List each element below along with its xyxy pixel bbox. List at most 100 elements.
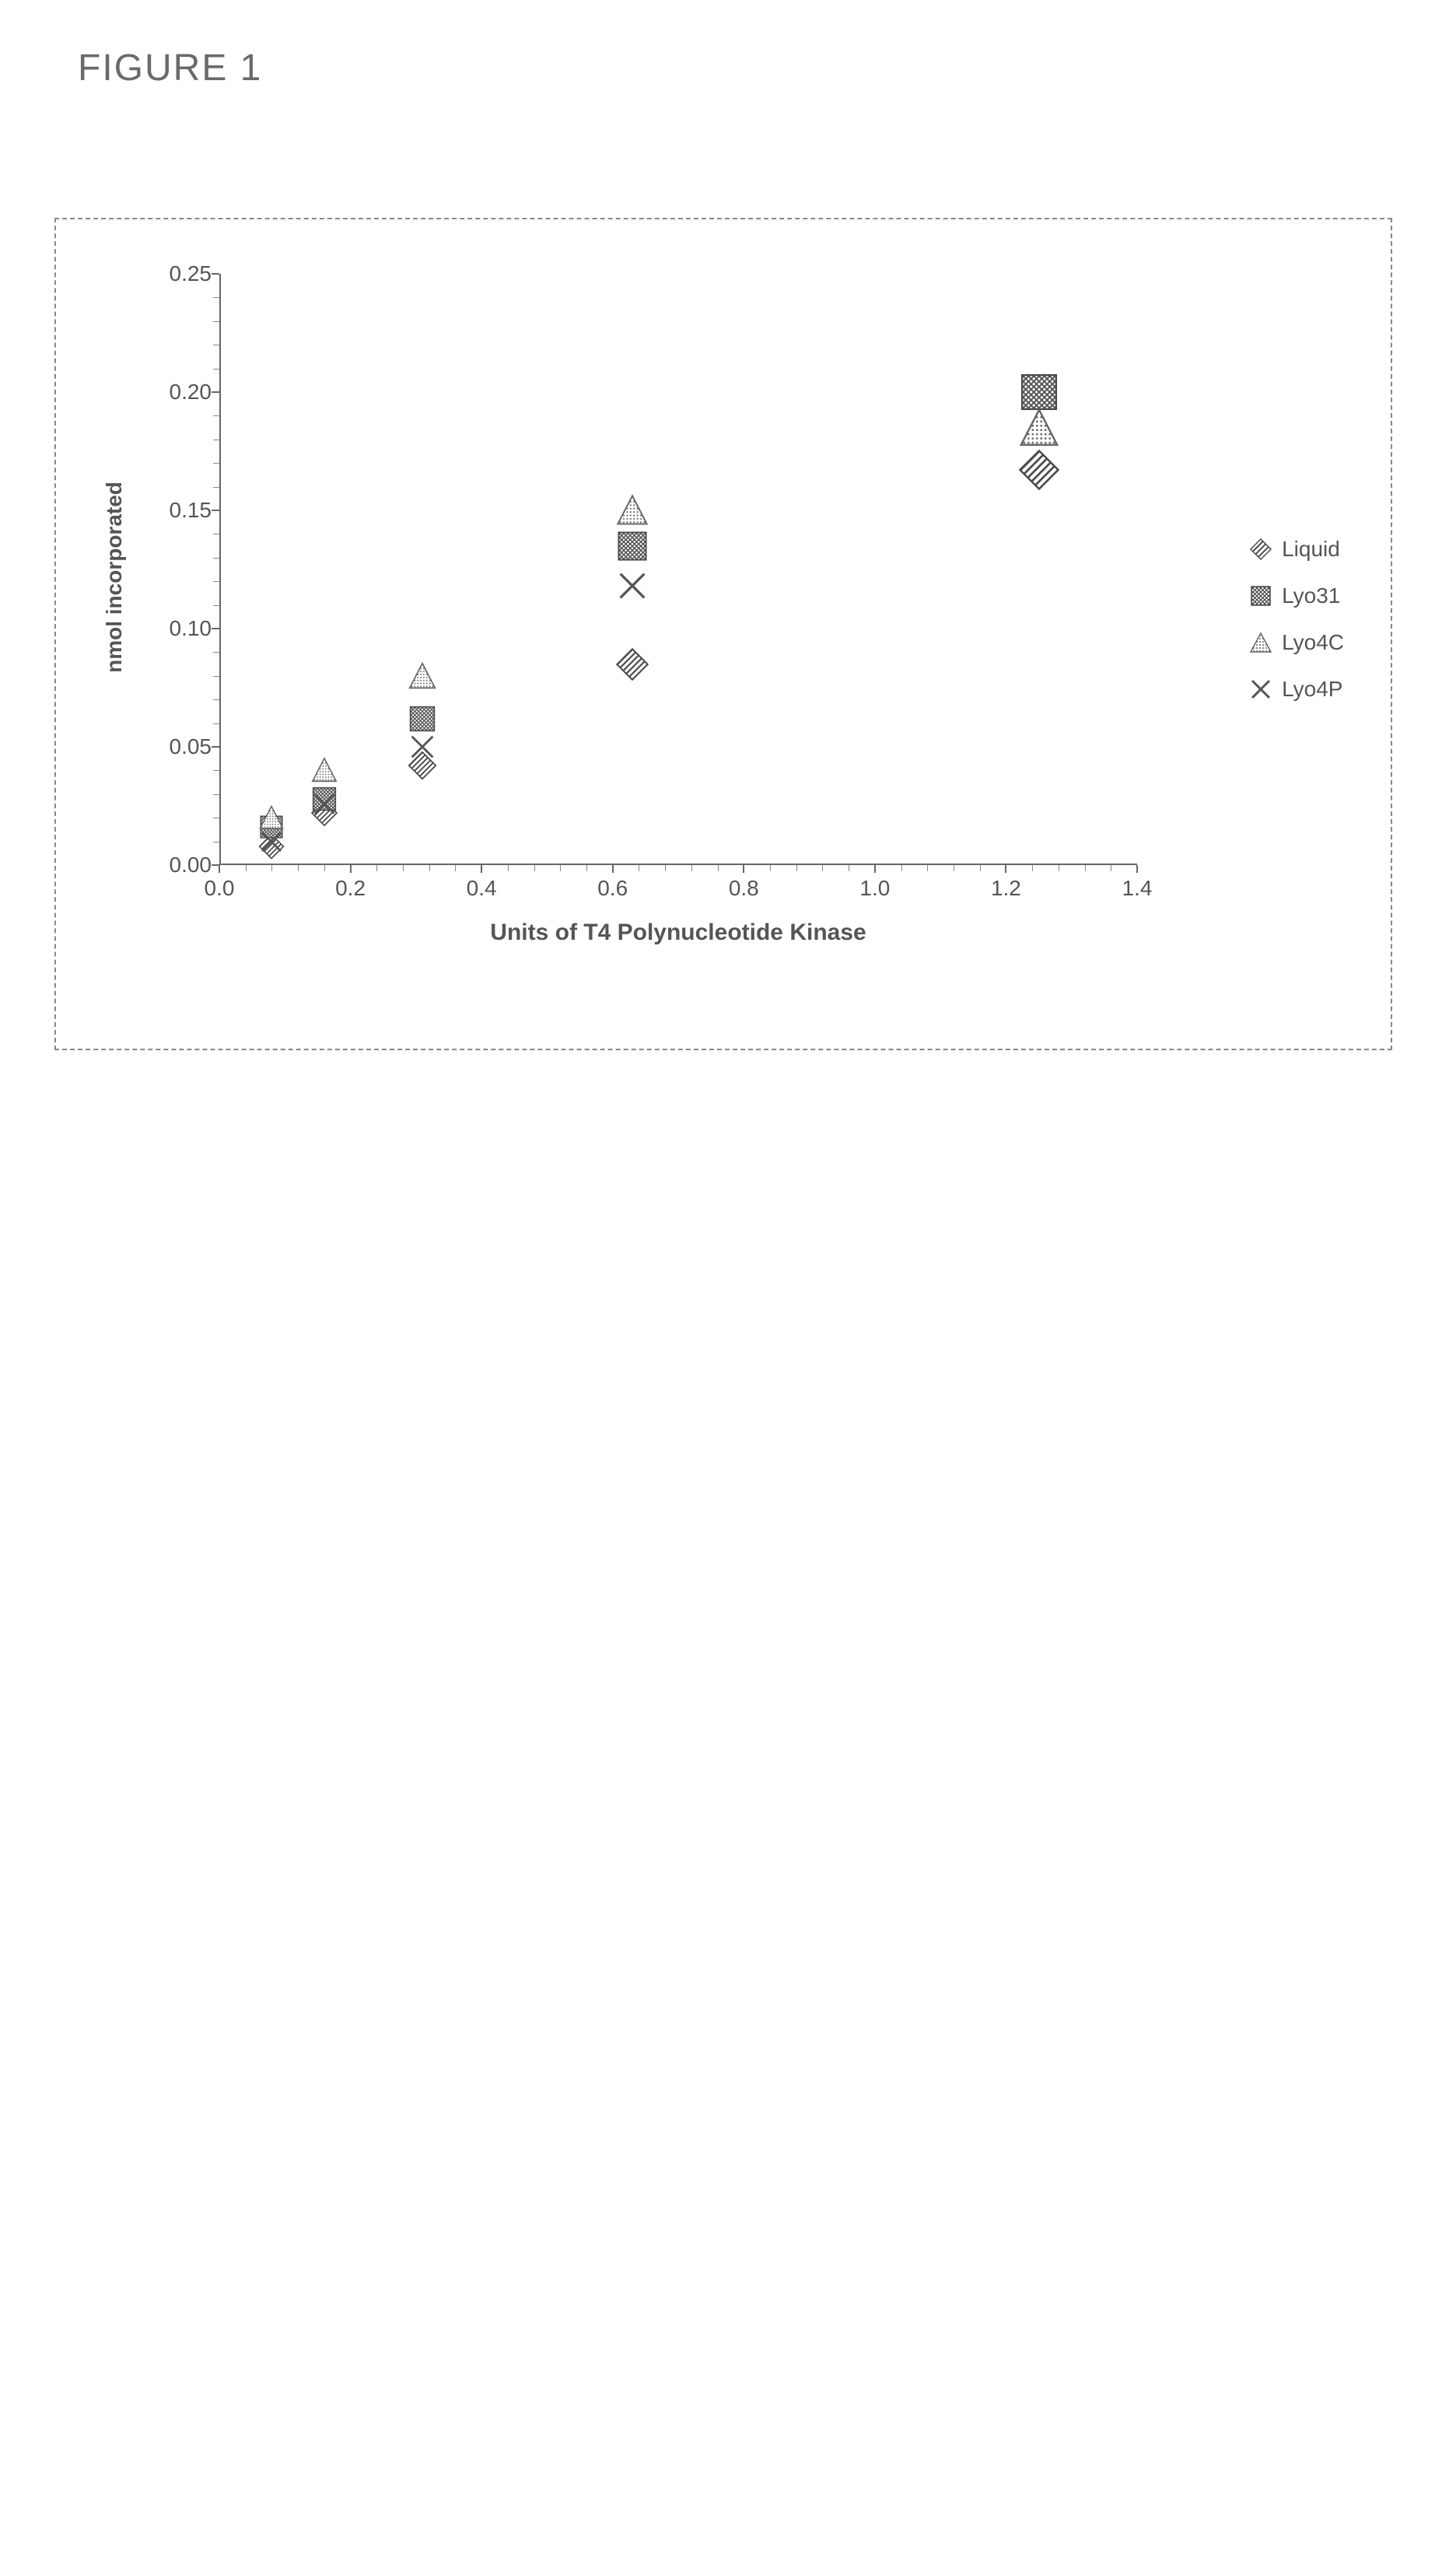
y-minor-tick (213, 297, 219, 298)
x-tick-label: 0.4 (467, 876, 497, 901)
x-minor-tick (665, 865, 666, 871)
x-axis-line (219, 864, 1137, 865)
legend-item-lyo31: Lyo31 (1249, 583, 1344, 608)
data-point-lyo4c (615, 493, 649, 527)
data-point-lyo4p (310, 790, 338, 818)
data-point-lyo4c (310, 757, 338, 785)
x-minor-tick (796, 865, 797, 871)
x-minor-tick (429, 865, 430, 871)
x-tick-label: 0.2 (335, 876, 366, 901)
x-minor-tick (822, 865, 823, 871)
y-minor-tick (213, 770, 219, 771)
data-point-lyo4p (615, 569, 649, 603)
x-tick (481, 865, 482, 873)
legend-label: Lyo4C (1282, 630, 1344, 655)
y-minor-tick (213, 463, 219, 464)
x-axis-label: Units of T4 Polynucleotide Kinase (219, 920, 1137, 946)
triangle-icon (1249, 631, 1272, 654)
x-tick (874, 865, 876, 873)
x-tick (743, 865, 744, 873)
y-tick (212, 628, 219, 629)
page: FIGURE 1 nmol incorporated Units of T4 P… (0, 0, 1456, 1288)
legend-item-liquid: Liquid (1249, 537, 1344, 562)
data-point-lyo4p (408, 732, 437, 762)
y-minor-tick (213, 842, 219, 843)
data-point-liquid (1017, 449, 1060, 492)
x-tick-label: 0.8 (729, 876, 759, 901)
y-minor-tick (213, 605, 219, 606)
data-point-lyo4p (258, 828, 285, 854)
y-tick-label: 0.05 (149, 734, 212, 759)
x-tick (219, 865, 220, 873)
y-tick-label: 0.00 (149, 853, 212, 878)
y-minor-tick (213, 723, 219, 724)
y-minor-tick (213, 794, 219, 795)
y-tick-label: 0.20 (149, 380, 212, 405)
x-tick-label: 1.2 (991, 876, 1021, 901)
x-minor-tick (271, 865, 272, 871)
y-minor-tick (213, 581, 219, 582)
x-tick-label: 0.6 (597, 876, 628, 901)
x-tick-label: 0.0 (205, 876, 235, 901)
y-minor-tick (213, 652, 219, 653)
x-minor-tick (980, 865, 981, 871)
y-tick-label: 0.25 (149, 261, 212, 286)
y-minor-tick (213, 321, 219, 322)
square-icon (1249, 584, 1272, 608)
chart-frame: nmol incorporated Units of T4 Polynucleo… (54, 218, 1392, 1050)
x-minor-tick (455, 865, 456, 871)
legend-label: Lyo4P (1282, 677, 1342, 702)
x-minor-tick (901, 865, 902, 871)
data-point-lyo31 (408, 703, 437, 733)
plot-area: 0.000.050.100.150.200.250.00.20.40.60.81… (219, 274, 1137, 865)
x-minor-tick (770, 865, 771, 871)
x-icon (1249, 678, 1272, 701)
y-tick-label: 0.10 (149, 616, 212, 641)
x-minor-tick (560, 865, 561, 871)
y-minor-tick (213, 699, 219, 700)
data-point-lyo4c (408, 661, 437, 691)
figure-title: FIGURE 1 (78, 47, 262, 89)
y-minor-tick (213, 369, 219, 370)
x-minor-tick (324, 865, 325, 871)
diamond-icon (1249, 538, 1272, 561)
y-tick (212, 746, 219, 748)
y-axis-line (219, 274, 221, 865)
y-tick-label: 0.15 (149, 498, 212, 523)
x-minor-tick (298, 865, 299, 871)
x-tick (612, 865, 614, 873)
x-minor-tick (508, 865, 509, 871)
x-tick (1136, 865, 1138, 873)
x-minor-tick (403, 865, 404, 871)
x-minor-tick (1032, 865, 1033, 871)
data-point-lyo4c (258, 804, 285, 831)
y-tick (212, 391, 219, 393)
legend-label: Lyo31 (1282, 583, 1340, 608)
y-minor-tick (213, 415, 219, 416)
legend: Liquid Lyo31 (1249, 515, 1344, 723)
data-point-lyo4c (1017, 406, 1060, 449)
legend-item-lyo4c: Lyo4C (1249, 630, 1344, 655)
y-minor-tick (213, 558, 219, 559)
legend-item-lyo4p: Lyo4P (1249, 677, 1344, 702)
y-minor-tick (213, 676, 219, 677)
x-minor-tick (246, 865, 247, 871)
x-minor-tick (586, 865, 587, 871)
y-tick (212, 273, 219, 275)
y-axis-label: nmol incorporated (102, 482, 127, 673)
y-tick (212, 510, 219, 511)
x-tick-label: 1.4 (1122, 876, 1153, 901)
data-point-liquid (615, 647, 649, 681)
x-tick (1005, 865, 1006, 873)
data-point-lyo31 (615, 529, 649, 563)
x-minor-tick (376, 865, 377, 871)
x-minor-tick (534, 865, 535, 871)
y-minor-tick (213, 487, 219, 488)
legend-label: Liquid (1282, 537, 1340, 562)
x-minor-tick (1085, 865, 1086, 871)
x-minor-tick (718, 865, 719, 871)
x-minor-tick (927, 865, 928, 871)
x-tick-label: 1.0 (859, 876, 890, 901)
x-tick (350, 865, 352, 873)
x-minor-tick (691, 865, 692, 871)
